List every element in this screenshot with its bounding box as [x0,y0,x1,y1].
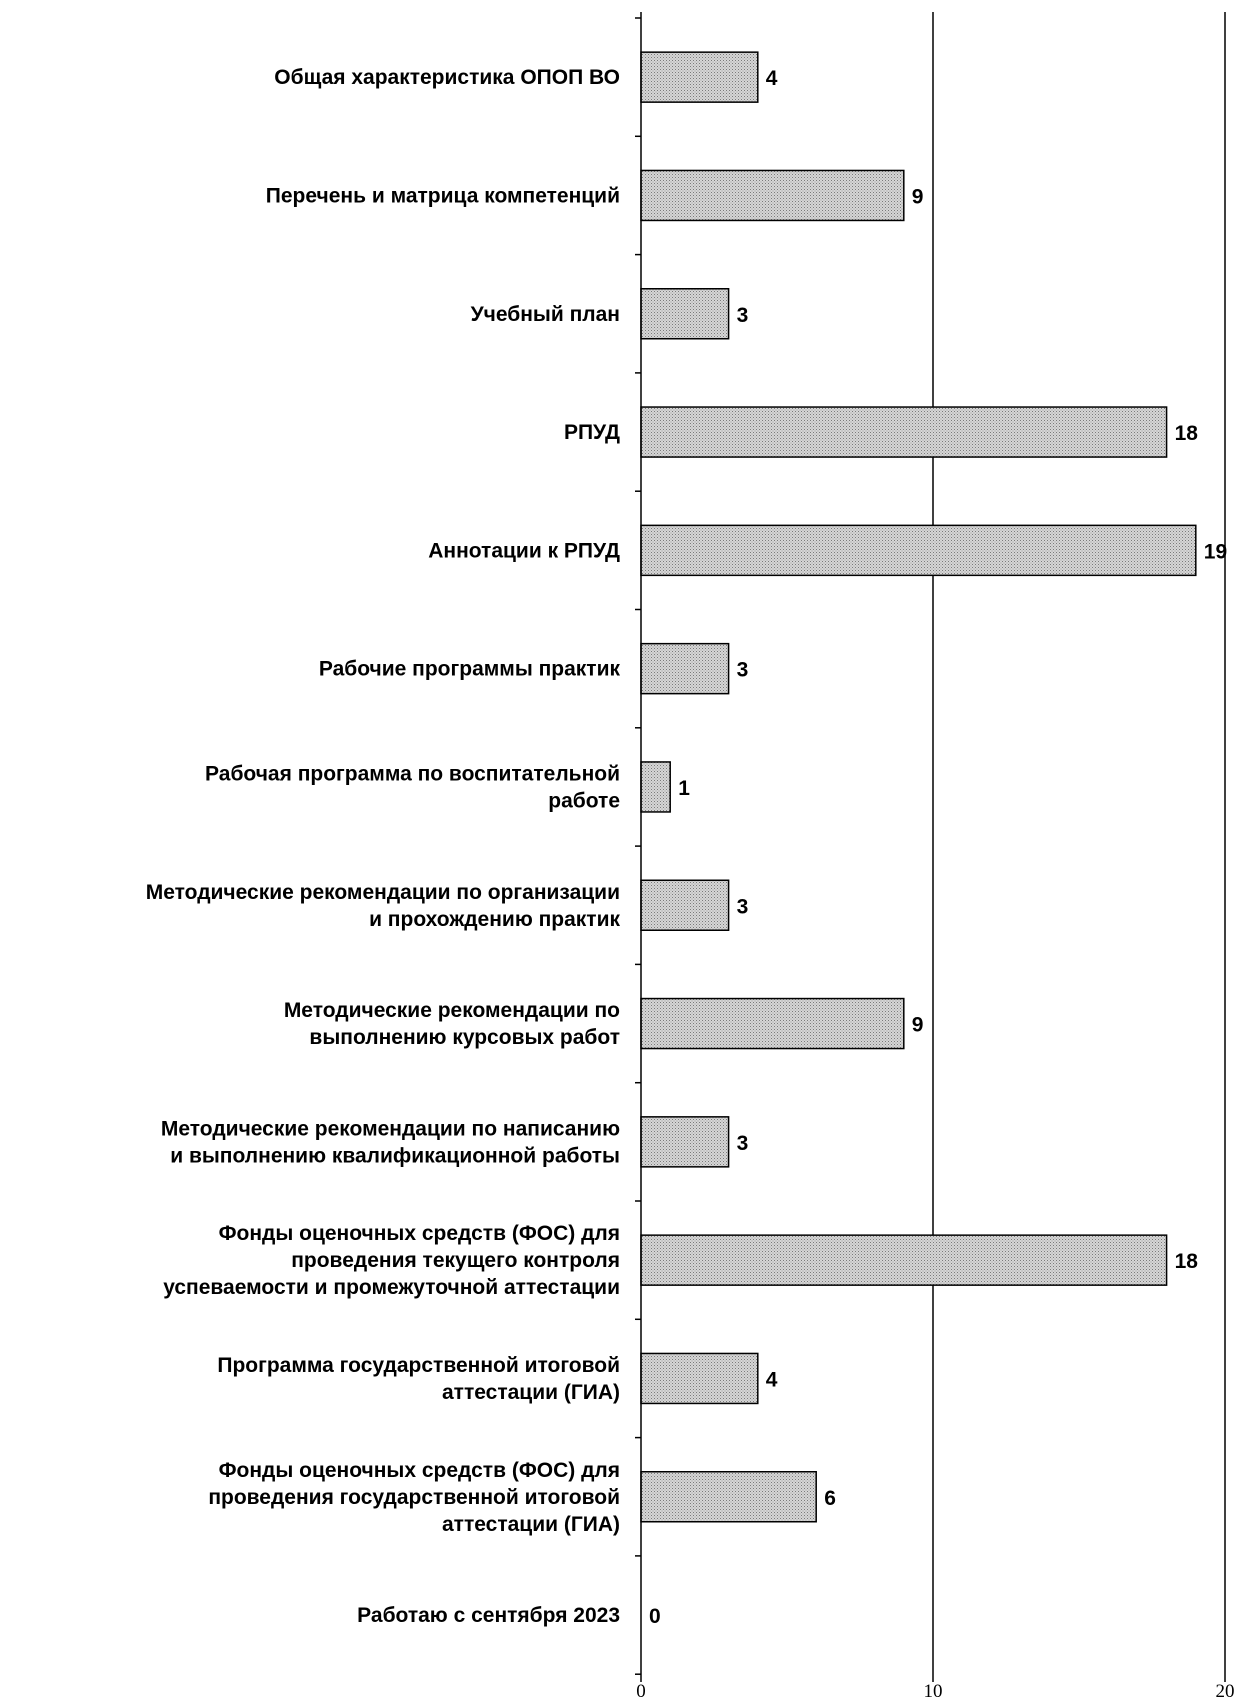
category-label: успеваемости и промежуточной аттестации [163,1276,620,1299]
bar [640,761,671,813]
bar [640,169,905,222]
bar [640,1116,730,1168]
bar-value-label: 4 [766,1368,778,1391]
bar-value-label: 18 [1175,422,1199,445]
category-label: Перечень и матрица компетенций [266,184,620,207]
bar [640,997,905,1050]
bar-value-label: 0 [649,1605,661,1628]
bar-value-label: 9 [912,185,924,208]
x-tick-label: 0 [636,1681,646,1702]
category-labels: 4 Общая характеристика ОПОП ВО 9 Перечень и… [146,66,1227,1628]
bars [640,51,1197,1523]
bar-value-label: 4 [766,67,778,90]
category-label: Учебный план [471,303,620,326]
bar [640,1234,1168,1286]
x-tick-label: 10 [924,1681,943,1702]
category-label: Программа государственной итоговой [217,1354,620,1377]
bar [640,1471,817,1523]
bar [640,288,730,340]
category-label: РПУД [564,421,620,444]
bar-value-label: 19 [1204,540,1227,563]
category-label: Общая характеристика ОПОП ВО [274,66,620,89]
bar-value-label: 6 [824,1487,836,1510]
category-label: выполнению курсовых работ [309,1026,620,1049]
bar-value-label: 1 [678,777,690,800]
category-label: проведения государственной итоговой [208,1486,620,1509]
category-label: Рабочая программа по воспитательной [205,762,620,785]
category-label: Фонды оценочных средств (ФОС) для [219,1222,620,1245]
category-label: работе [548,789,620,812]
bar [640,524,1197,577]
category-label: Методические рекомендации по организации [146,881,620,904]
category-label: Рабочие программы практик [319,658,621,681]
bar [640,1352,759,1405]
bar [640,879,730,931]
gridlines [932,12,1226,1676]
bar-value-label: 3 [737,1132,749,1155]
category-label: и прохождению практик [369,908,620,931]
category-label: Работаю с сентября 2023 [357,1604,620,1627]
axes: 0 10 20 [635,12,1235,1702]
category-label: аттестации (ГИА) [442,1381,620,1404]
category-label: Фонды оценочных средств (ФОС) для [219,1459,620,1482]
bar-value-label: 18 [1175,1250,1199,1273]
category-label: аттестации (ГИА) [442,1513,620,1536]
x-tick-label: 20 [1216,1681,1235,1702]
category-label: и выполнению квалификационной работы [170,1144,620,1167]
category-label: проведения текущего контроля [291,1249,620,1272]
category-label: Аннотации к РПУД [428,539,620,562]
bar-value-label: 3 [737,304,749,327]
bar [640,642,730,695]
category-label: Методические рекомендации по написанию [161,1117,620,1140]
bar [640,51,759,103]
bar [640,406,1168,458]
bar-value-label: 3 [737,659,749,682]
bar-value-label: 3 [737,895,749,918]
bar-value-label: 9 [912,1014,924,1037]
category-label: Методические рекомендации по [284,999,620,1022]
